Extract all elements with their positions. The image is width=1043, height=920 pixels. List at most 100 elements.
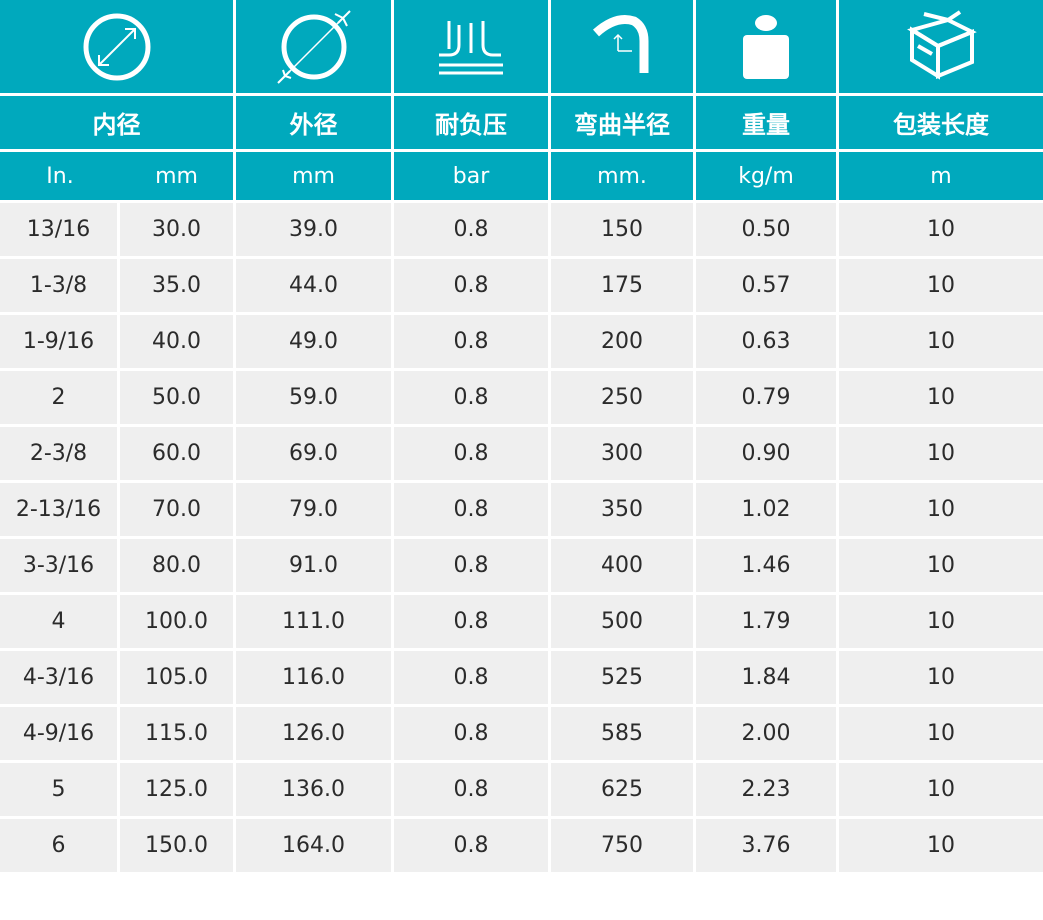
- table-cell: 0.8: [394, 256, 551, 312]
- table-cell: 35.0: [120, 256, 236, 312]
- table-row: 3-3/16 80.0 91.0 0.8 400 1.46 10: [0, 536, 1043, 592]
- col-label: 耐负压: [394, 96, 551, 152]
- table-cell: 0.8: [394, 200, 551, 256]
- table-cell: 585: [551, 704, 696, 760]
- icon-row: [0, 0, 1043, 96]
- table-cell: 0.8: [394, 424, 551, 480]
- table-cell: 10: [839, 592, 1043, 648]
- table-cell: 111.0: [236, 592, 394, 648]
- table-cell: 175: [551, 256, 696, 312]
- table-cell: 0.8: [394, 816, 551, 872]
- table-row: 5 125.0 136.0 0.8 625 2.23 10: [0, 760, 1043, 816]
- table-cell: 50.0: [120, 368, 236, 424]
- table-cell: 4-9/16: [0, 704, 120, 760]
- table-cell: 1.02: [696, 480, 839, 536]
- table-cell: 136.0: [236, 760, 394, 816]
- table-cell: 3-3/16: [0, 536, 120, 592]
- col-unit: In.: [46, 163, 74, 189]
- table-cell: 250: [551, 368, 696, 424]
- col-unit: m: [930, 163, 952, 189]
- table-cell: 10: [839, 312, 1043, 368]
- table-cell: 105.0: [120, 648, 236, 704]
- col-unit: mm: [236, 152, 394, 200]
- table-cell: 0.63: [696, 312, 839, 368]
- table-row: 6 150.0 164.0 0.8 750 3.76 10: [0, 816, 1043, 872]
- table-cell: 2-3/8: [0, 424, 120, 480]
- table-cell: 0.8: [394, 760, 551, 816]
- table-cell: 13/16: [0, 200, 120, 256]
- table-cell: 164.0: [236, 816, 394, 872]
- table-cell: 2-13/16: [0, 480, 120, 536]
- col-label: 弯曲半径: [551, 96, 696, 152]
- table-cell: 1-3/8: [0, 256, 120, 312]
- table-cell: 0.50: [696, 200, 839, 256]
- table-row: 1-3/8 35.0 44.0 0.8 175 0.57 10: [0, 256, 1043, 312]
- table-cell: 150: [551, 200, 696, 256]
- label-row: 内径 外径 耐负压 弯曲半径 重量 包装长度: [0, 96, 1043, 152]
- table-cell: 200: [551, 312, 696, 368]
- table-cell: 49.0: [236, 312, 394, 368]
- table-cell: 30.0: [120, 200, 236, 256]
- table-row: 4 100.0 111.0 0.8 500 1.79 10: [0, 592, 1043, 648]
- table-cell: 0.8: [394, 368, 551, 424]
- table-cell: 125.0: [120, 760, 236, 816]
- table-cell: 0.8: [394, 704, 551, 760]
- package-box-icon: [839, 0, 1043, 96]
- col-label: 内径: [0, 96, 236, 152]
- table-cell: 300: [551, 424, 696, 480]
- bend-radius-icon: [551, 0, 696, 96]
- table-cell: 150.0: [120, 816, 236, 872]
- table-cell: 126.0: [236, 704, 394, 760]
- table-row: 4-3/16 105.0 116.0 0.8 525 1.84 10: [0, 648, 1043, 704]
- table-cell: 0.8: [394, 480, 551, 536]
- table-cell: 4: [0, 592, 120, 648]
- table-cell: 40.0: [120, 312, 236, 368]
- table-cell: 4-3/16: [0, 648, 120, 704]
- unit-row: In. mm mm bar mm. kg/m m: [0, 152, 1043, 200]
- table-cell: 10: [839, 368, 1043, 424]
- table-cell: 60.0: [120, 424, 236, 480]
- table-cell: 0.8: [394, 648, 551, 704]
- table-cell: 10: [839, 760, 1043, 816]
- table-cell: 5: [0, 760, 120, 816]
- table-cell: 2.00: [696, 704, 839, 760]
- table-cell: 1-9/16: [0, 312, 120, 368]
- table-cell: 2.23: [696, 760, 839, 816]
- table-cell: 59.0: [236, 368, 394, 424]
- col-unit: kg/m: [696, 152, 839, 200]
- table-cell: 10: [839, 200, 1043, 256]
- table-cell: 69.0: [236, 424, 394, 480]
- table-cell: 3.76: [696, 816, 839, 872]
- table-cell: 10: [839, 704, 1043, 760]
- inner-diameter-icon: [0, 0, 236, 96]
- col-unit: mm.: [551, 152, 696, 200]
- table-cell: 625: [551, 760, 696, 816]
- table-cell: 79.0: [236, 480, 394, 536]
- table-cell: 44.0: [236, 256, 394, 312]
- table-cell: 39.0: [236, 200, 394, 256]
- table-row: 2 50.0 59.0 0.8 250 0.79 10: [0, 368, 1043, 424]
- col-unit: mm: [120, 152, 236, 200]
- table-cell: 1.46: [696, 536, 839, 592]
- table-cell: 100.0: [120, 592, 236, 648]
- table-cell: 0.8: [394, 536, 551, 592]
- table-cell: 0.8: [394, 312, 551, 368]
- table-cell: 10: [839, 536, 1043, 592]
- table-cell: 10: [839, 256, 1043, 312]
- table-row: 4-9/16 115.0 126.0 0.8 585 2.00 10: [0, 704, 1043, 760]
- table-cell: 2: [0, 368, 120, 424]
- table-cell: 0.8: [394, 592, 551, 648]
- table-row: 2-13/16 70.0 79.0 0.8 350 1.02 10: [0, 480, 1043, 536]
- table-row: 13/16 30.0 39.0 0.8 150 0.50 10: [0, 200, 1043, 256]
- outer-diameter-icon: [236, 0, 394, 96]
- table-cell: 500: [551, 592, 696, 648]
- table-cell: 525: [551, 648, 696, 704]
- col-label: 包装长度: [839, 96, 1043, 152]
- table-cell: 70.0: [120, 480, 236, 536]
- table-cell: 10: [839, 816, 1043, 872]
- table-cell: 1.79: [696, 592, 839, 648]
- col-label: 外径: [236, 96, 394, 152]
- table-cell: 10: [839, 480, 1043, 536]
- table-cell: 1.84: [696, 648, 839, 704]
- table-cell: 10: [839, 648, 1043, 704]
